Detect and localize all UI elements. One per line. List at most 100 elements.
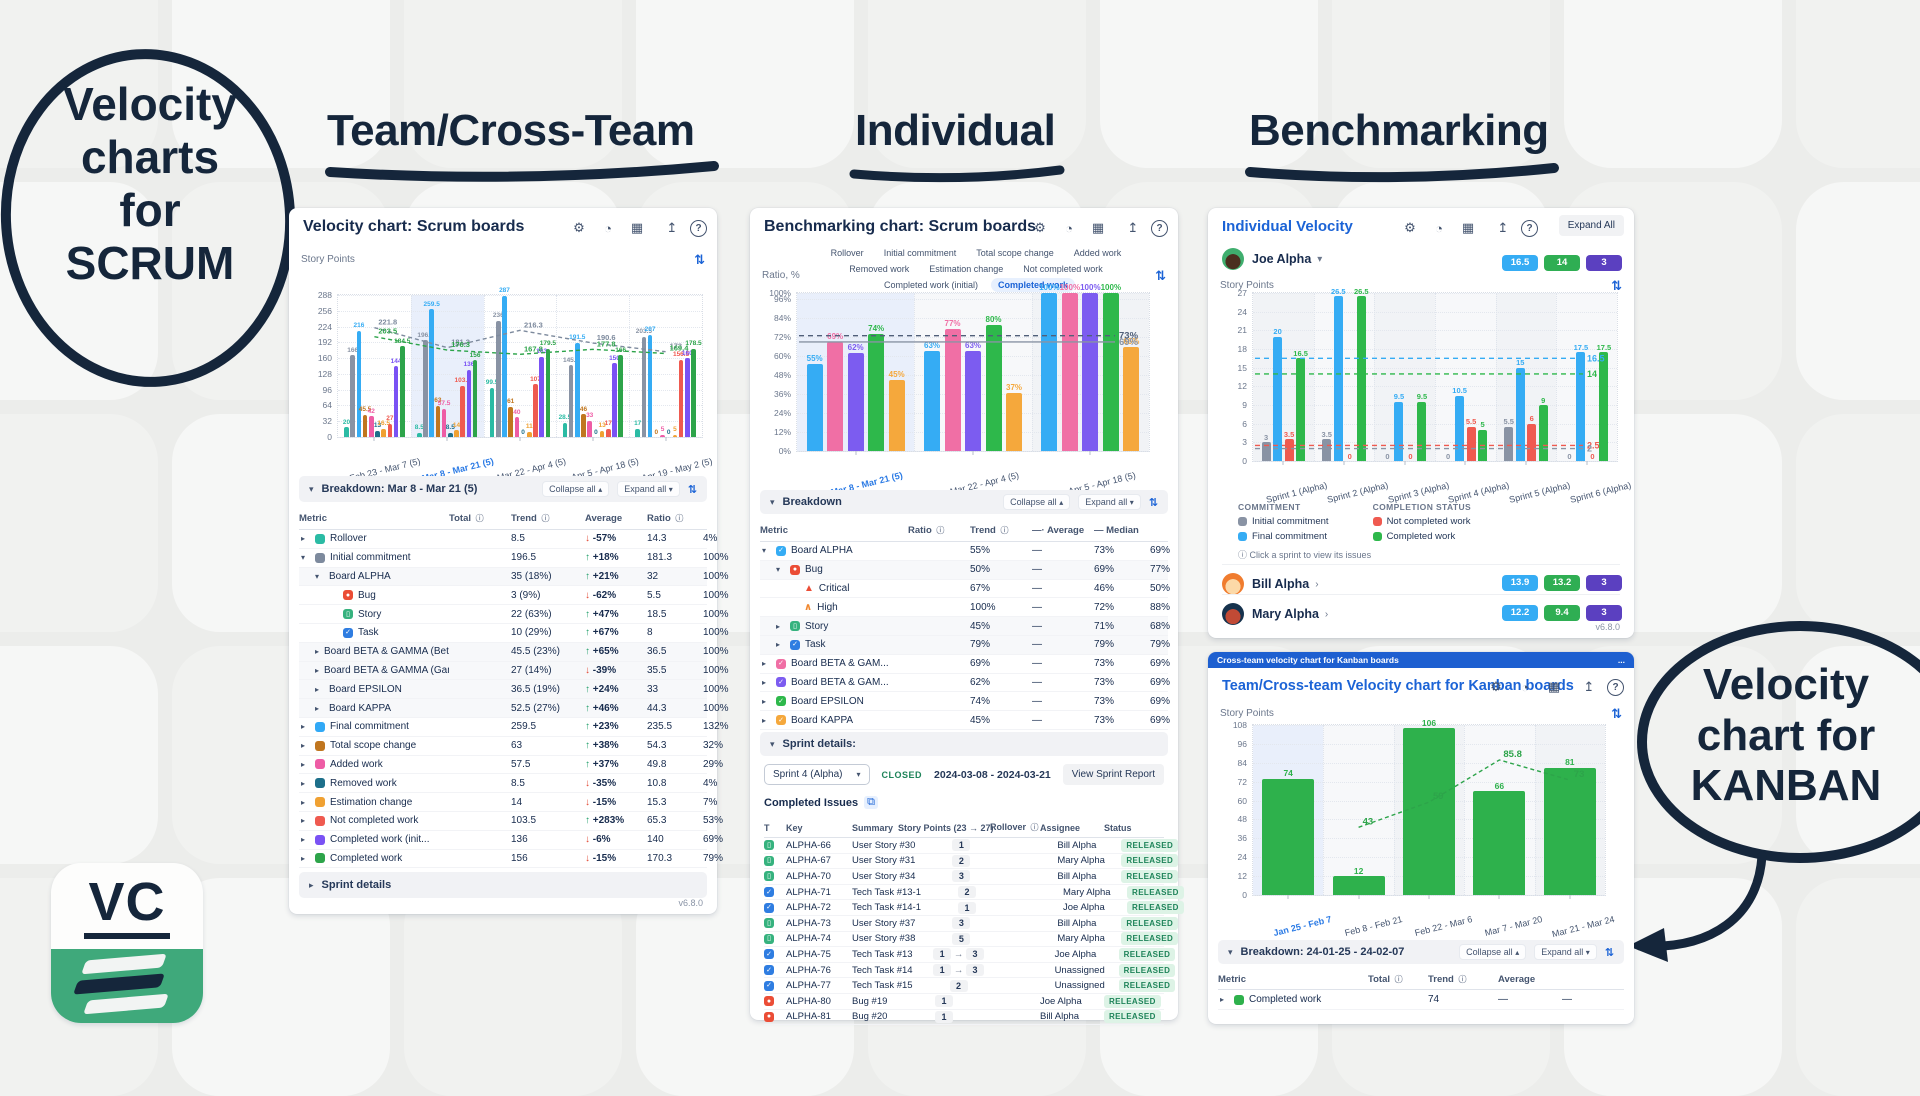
export-icon[interactable]: ↥	[1497, 220, 1509, 235]
issue-key[interactable]: ALPHA-74	[786, 933, 831, 945]
chart-bar[interactable]	[448, 432, 453, 437]
chart-bar[interactable]	[466, 369, 472, 437]
chart-bar[interactable]	[1273, 336, 1283, 461]
table-row[interactable]: ▸ Removed work 8.5 ↓ -35% 10.8 4%	[299, 774, 717, 794]
chart-bar[interactable]	[1261, 442, 1271, 461]
legend-tab-initial-commitment[interactable]: Initial commitment	[883, 248, 957, 258]
chart-bar[interactable]	[375, 430, 380, 437]
collapse-all-button[interactable]: Collapse all ▴	[1003, 494, 1071, 510]
legend-tab-completed-work-initial-[interactable]: Completed work (initial)	[883, 280, 978, 290]
issue-key[interactable]: ALPHA-75	[786, 948, 831, 960]
chart-bar[interactable]	[1527, 423, 1537, 461]
issue-row[interactable]: ✓ ALPHA-72 Tech Task #14-1 1 Joe Alpha RELEAS…	[764, 900, 1184, 916]
chart-bar[interactable]	[1599, 352, 1609, 461]
chart-bar[interactable]	[1417, 401, 1427, 461]
expand-row-icon[interactable]: ▸	[301, 835, 306, 845]
expand-all-button[interactable]: Expand all ▾	[1078, 494, 1141, 510]
expand-row-icon[interactable]: ▸	[301, 759, 306, 769]
chart-bar[interactable]	[441, 408, 447, 437]
chart-bar[interactable]	[1394, 401, 1404, 461]
chart-bar[interactable]	[1006, 392, 1022, 451]
legend-tab-added-work[interactable]: Added work	[1073, 248, 1122, 258]
chart-bar[interactable]	[641, 336, 647, 437]
issue-row[interactable]: ▯ ALPHA-67 User Story #31 2 Mary Alpha RELEAS…	[764, 854, 1179, 870]
chart-bar[interactable]	[527, 431, 532, 437]
collapse-row-icon[interactable]: ▾	[315, 571, 320, 581]
help-icon[interactable]: ?	[1607, 678, 1624, 696]
chart-bar[interactable]	[1082, 293, 1099, 451]
help-icon[interactable]: ?	[690, 219, 707, 237]
chart-bar[interactable]	[1515, 367, 1525, 461]
table-row[interactable]: ▸ ✓ Board BETA & GAM... 62% — 73% 69%	[760, 674, 1170, 693]
chart-bar[interactable]	[965, 351, 981, 451]
chart-bar[interactable]	[1543, 767, 1596, 895]
chart-bar[interactable]	[868, 334, 885, 451]
benchmark-filter-icon[interactable]: ⇅	[1155, 268, 1166, 283]
individual-filter-icon[interactable]: ⇅	[1611, 278, 1622, 293]
table-row[interactable]: ▯ Story 22 (63%) ↑ +47% 18.5 100%	[299, 605, 729, 624]
table-settings-icon[interactable]: ⇅	[687, 483, 697, 496]
issue-row[interactable]: ▯ ALPHA-73 User Story #37 3 Bill Alpha RELEAS…	[764, 916, 1179, 932]
legend-tab-rollover[interactable]: Rollover	[830, 248, 864, 258]
chart-bar[interactable]	[460, 385, 465, 437]
help-icon[interactable]: ?	[1151, 219, 1168, 237]
x-category-label[interactable]: Mar 21 - Mar 24	[1550, 914, 1616, 940]
chart-bar[interactable]	[827, 341, 844, 451]
chart-bar[interactable]	[599, 430, 605, 437]
table-row[interactable]: ▸ ✓ Task 79% — 79% 79%	[760, 635, 1170, 655]
issue-row[interactable]: ● ALPHA-81 Bug #20 1 Bill Alpha RELEASED	[764, 1010, 1164, 1026]
chart-bar[interactable]	[944, 329, 961, 451]
chart-bar[interactable]	[985, 324, 1002, 451]
expand-row-icon[interactable]: ▸	[762, 677, 767, 687]
table-row[interactable]: ▾ ● Bug 50% — 69% 77%	[760, 560, 1170, 580]
chart-bar[interactable]	[647, 334, 653, 437]
issue-row[interactable]: ● ALPHA-80 Bug #19 1 Joe Alpha RELEASED	[764, 994, 1164, 1010]
table-row[interactable]: ▸ Total scope change 63 ↑ +38% 54.3 32%	[299, 737, 723, 756]
chart-bar[interactable]	[429, 309, 434, 437]
chart-bar[interactable]	[1455, 395, 1465, 461]
legend-tab-removed-work[interactable]: Removed work	[849, 264, 910, 274]
export-icon[interactable]: ↥	[1127, 220, 1139, 235]
issue-row[interactable]: ✓ ALPHA-77 Tech Task #15 2 Unassigned RELEASE…	[764, 978, 1176, 994]
legend-tab-total-scope-change[interactable]: Total scope change	[976, 248, 1054, 258]
chart-bar[interactable]	[1296, 358, 1306, 461]
chart-bar[interactable]	[1356, 296, 1366, 461]
settings-icon[interactable]: ⚙	[1490, 679, 1502, 694]
chart-bar[interactable]	[454, 430, 459, 437]
person-row-bill[interactable]: Bill Alpha ›	[1222, 564, 1620, 595]
chart-bar[interactable]	[581, 414, 586, 437]
chart-bar[interactable]	[1322, 439, 1332, 461]
issue-row[interactable]: ▯ ALPHA-66 User Story #30 1 Bill Alpha RELEAS…	[764, 838, 1179, 854]
collapse-row-icon[interactable]: ▾	[762, 546, 767, 556]
table-row[interactable]: ▸ Board KAPPA 52.5 (27%) ↑ +46% 44.3 100%	[299, 699, 729, 718]
chart-bar[interactable]	[1333, 296, 1343, 461]
expand-all-button[interactable]: Expand all ▾	[617, 481, 680, 497]
chart-bar[interactable]	[362, 414, 368, 437]
table-row[interactable]: ▸ ▯ Story 45% — 71% 68%	[760, 617, 1170, 636]
table-view-icon[interactable]: ▦	[1091, 220, 1105, 235]
expand-row-icon[interactable]: ▸	[762, 715, 767, 725]
issue-key[interactable]: ALPHA-76	[786, 964, 831, 976]
table-row[interactable]: ▸ Board EPSILON 36.5 (19%) ↑ +24% 33 100%	[299, 680, 729, 700]
issue-key[interactable]: ALPHA-77	[786, 980, 831, 992]
chart-bar[interactable]	[1466, 426, 1476, 461]
chart-bar[interactable]	[568, 365, 574, 437]
chart-style-icon[interactable]: ◔	[1521, 679, 1529, 695]
issue-row[interactable]: ✓ ALPHA-76 Tech Task #14 1 → 3 Unassigned REL…	[764, 963, 1176, 979]
issue-key[interactable]: ALPHA-67	[786, 855, 831, 867]
collapse-row-icon[interactable]: ▾	[776, 565, 781, 575]
expand-row-icon[interactable]: ▸	[776, 621, 781, 631]
export-icon[interactable]: ↥	[666, 220, 678, 235]
sprint-select[interactable]: Sprint 4 (Alpha) ▾	[764, 764, 870, 785]
expand-all-button[interactable]: Expand all ▾	[1534, 944, 1597, 960]
table-row[interactable]: ▸ ✓ Board EPSILON 74% — 73% 69%	[760, 692, 1170, 712]
chart-bar[interactable]	[417, 432, 422, 437]
chart-bar[interactable]	[489, 387, 495, 437]
expand-all-button[interactable]: Expand All	[1558, 215, 1624, 236]
chart-bar[interactable]	[369, 416, 374, 437]
issue-row[interactable]: ✓ ALPHA-75 Tech Task #13 1 → 3 Joe Alpha RELE…	[764, 947, 1176, 963]
expand-row-icon[interactable]: ▸	[301, 853, 306, 863]
person-row-mary[interactable]: Mary Alpha ›	[1222, 594, 1620, 625]
chart-bar[interactable]	[400, 346, 405, 437]
chart-bar[interactable]	[472, 360, 478, 437]
